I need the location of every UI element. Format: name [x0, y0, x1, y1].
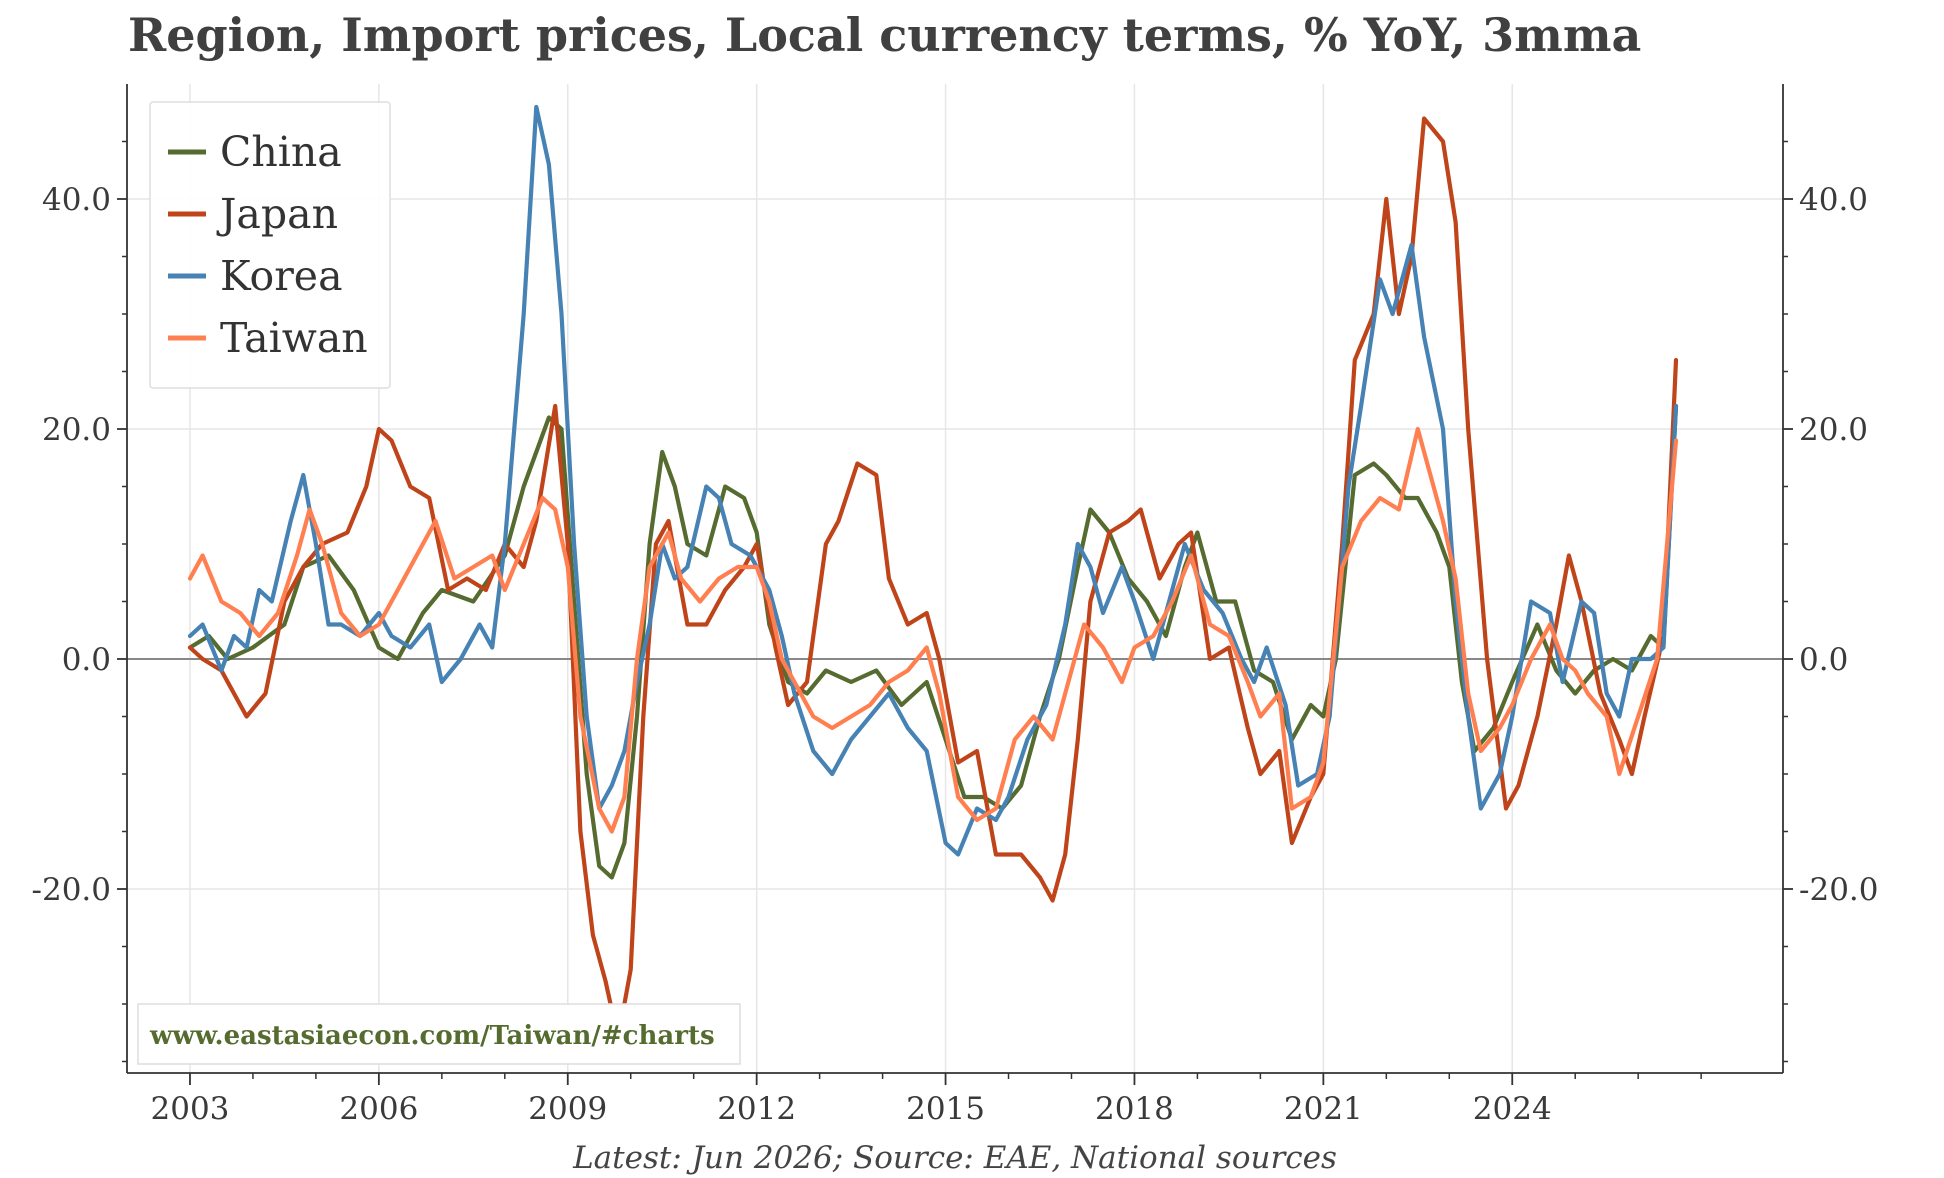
x-tick-label: 2012: [717, 1091, 796, 1127]
x-tick-label: 2021: [1284, 1091, 1363, 1127]
watermark-url: www.eastasiaecon.com/Taiwan/#charts: [149, 1021, 715, 1051]
x-tick-label: 2018: [1095, 1091, 1174, 1127]
axes: 40.0 40.0 20.0 20.0 0.0 0.0 -20.0 -20.0 2003 2006…: [32, 84, 1879, 1127]
x-tick-label: 2024: [1473, 1091, 1552, 1127]
legend: China Japan Korea Taiwan: [149, 101, 391, 389]
y-tick-label-right: -20.0: [1799, 872, 1879, 908]
series-line-korea: [187, 104, 1679, 857]
source-note-text: Latest: Jun 2026; Source: EAE, National …: [572, 1140, 1337, 1176]
legend-box: [149, 101, 391, 389]
legend-label-korea: Korea: [220, 252, 343, 300]
legend-label-taiwan: Taiwan: [220, 314, 368, 362]
x-tick-label: 2003: [151, 1091, 230, 1127]
watermark: www.eastasiaecon.com/Taiwan/#charts: [137, 1003, 741, 1065]
source-note: Latest: Jun 2026; Source: EAE, National …: [572, 1140, 1337, 1176]
y-tick-label-right: 0.0: [1799, 642, 1848, 678]
x-tick-label: 2015: [906, 1091, 985, 1127]
y-tick-label-right: 40.0: [1799, 182, 1868, 218]
y-tick-label-left: 0.0: [62, 642, 111, 678]
legend-label-japan: Japan: [216, 190, 338, 238]
y-tick-label-left: 20.0: [42, 412, 111, 448]
legend-label-china: China: [220, 128, 342, 176]
watermark-box: [137, 1003, 741, 1065]
y-tick-label-left: 40.0: [42, 182, 111, 218]
y-tick-label-left: -20.0: [32, 872, 112, 908]
x-tick-label: 2006: [339, 1091, 418, 1127]
series-line-taiwan: [187, 426, 1679, 834]
x-tick-label: 2009: [528, 1091, 607, 1127]
chart-title: Region, Import prices, Local currency te…: [128, 8, 1642, 62]
series-line-china: [187, 403, 1679, 880]
series-lines: [187, 104, 1679, 1041]
y-tick-label-right: 20.0: [1799, 412, 1868, 448]
series-line-japan: [187, 116, 1679, 1041]
